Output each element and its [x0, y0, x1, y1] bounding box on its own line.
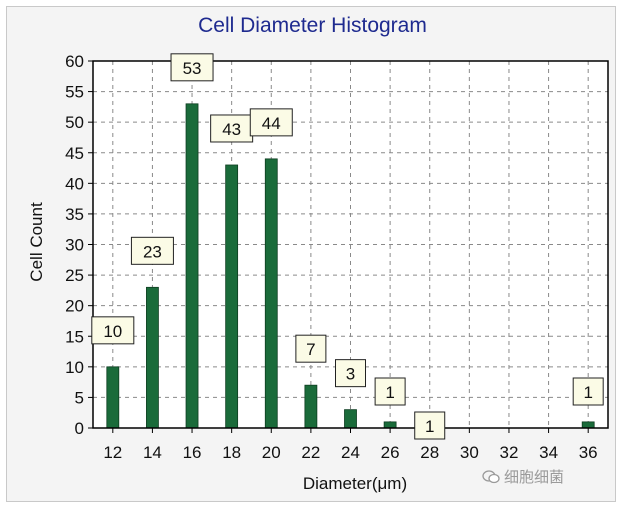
data-label: 1 — [414, 411, 446, 440]
data-label: 44 — [249, 108, 293, 137]
data-label-box — [249, 108, 293, 137]
data-label-text: 1 — [583, 383, 592, 402]
data-label: 1 — [572, 377, 604, 406]
data-label: 23 — [130, 236, 174, 265]
watermark: 细胞细菌 — [482, 466, 564, 487]
y-tick-label: 45 — [65, 144, 84, 163]
bar — [185, 103, 199, 429]
bar — [225, 164, 239, 429]
data-label-box — [374, 377, 406, 406]
x-tick-label: 18 — [222, 443, 241, 462]
y-tick-label: 30 — [65, 236, 84, 255]
y-tick-label: 25 — [65, 266, 84, 285]
data-label-text: 3 — [346, 365, 355, 384]
y-tick-label: 40 — [65, 174, 84, 193]
bar — [383, 421, 397, 429]
y-tick-label: 10 — [65, 358, 84, 377]
x-tick-label: 22 — [301, 443, 320, 462]
data-label-box — [295, 334, 327, 363]
data-label-text: 44 — [262, 114, 281, 133]
x-tick-label: 28 — [420, 443, 439, 462]
y-tick-label: 50 — [65, 113, 84, 132]
x-tick-label: 30 — [460, 443, 479, 462]
data-label-box — [210, 114, 254, 143]
bar — [304, 384, 318, 429]
x-tick-label: 32 — [500, 443, 519, 462]
y-tick-label: 35 — [65, 205, 84, 224]
bar — [344, 409, 357, 429]
plot-border — [92, 60, 609, 429]
data-label: 10 — [91, 316, 135, 345]
chart-title: Cell Diameter Histogram — [198, 14, 427, 37]
x-tick-label: 34 — [539, 443, 558, 462]
data-label: 43 — [210, 114, 254, 143]
x-tick-label: 26 — [381, 443, 400, 462]
data-label: 53 — [170, 53, 214, 82]
y-tick-label: 60 — [65, 52, 84, 71]
x-axis-label: Diameter(μm) — [303, 474, 407, 493]
data-label-box — [91, 316, 135, 345]
data-label-text: 43 — [222, 120, 241, 139]
data-label-box — [130, 236, 174, 265]
data-label-text: 53 — [183, 59, 202, 78]
data-label: 3 — [335, 359, 366, 388]
x-tick-label: 24 — [341, 443, 360, 462]
data-label-box — [335, 359, 366, 388]
bar — [581, 421, 595, 429]
data-label-text: 7 — [306, 340, 315, 359]
y-axis-label: Cell Count — [27, 202, 46, 282]
data-label-text: 23 — [143, 242, 162, 261]
data-label: 7 — [295, 334, 327, 363]
watermark-text: 细胞细菌 — [504, 469, 565, 486]
x-tick-label: 12 — [103, 443, 122, 462]
data-label-box — [572, 377, 604, 406]
data-label-text: 1 — [425, 417, 434, 436]
y-tick-label: 5 — [75, 388, 84, 407]
x-tick-label: 14 — [143, 443, 162, 462]
wechat-icon — [482, 470, 500, 484]
data-label-text: 10 — [103, 322, 122, 341]
data-label-text: 1 — [385, 383, 394, 402]
x-tick-label: 36 — [579, 443, 598, 462]
bar — [146, 286, 159, 429]
x-tick-label: 20 — [262, 443, 281, 462]
y-tick-label: 20 — [65, 297, 84, 316]
y-tick-label: 55 — [65, 83, 84, 102]
bar — [106, 366, 120, 429]
y-tick-label: 15 — [65, 327, 84, 346]
x-tick-label: 16 — [183, 443, 202, 462]
data-label: 1 — [374, 377, 406, 406]
bar — [264, 158, 278, 429]
data-label-box — [414, 411, 446, 440]
data-label-box — [170, 53, 214, 82]
y-tick-label: 0 — [75, 419, 84, 438]
